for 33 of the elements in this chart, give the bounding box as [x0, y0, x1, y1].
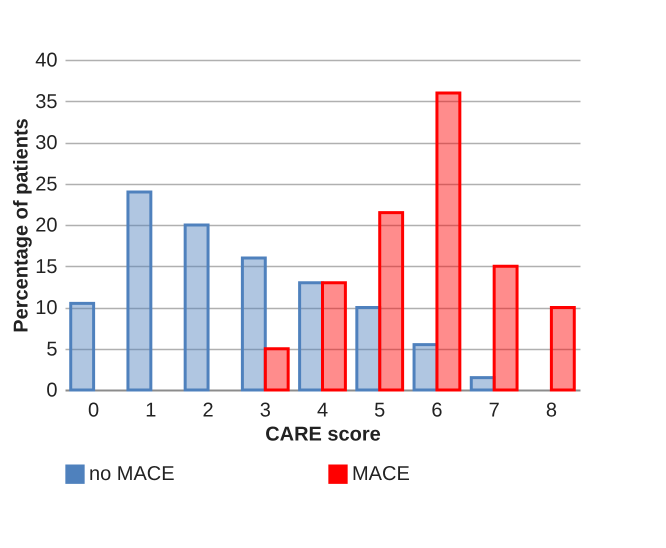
y-tick-label: 5: [46, 338, 58, 360]
y-tick-label: 30: [35, 132, 58, 154]
bar: [126, 190, 152, 392]
legend-label: MACE: [352, 463, 410, 486]
bar: [435, 92, 462, 392]
bar: [492, 264, 519, 392]
bar: [264, 347, 290, 392]
bar: [240, 256, 267, 392]
y-tick-label: 35: [35, 90, 58, 113]
legend-label: no MACE: [89, 463, 175, 486]
x-tick-label: 3: [260, 400, 271, 422]
x-axis-title: CARE score: [265, 424, 381, 446]
bar: [550, 306, 576, 392]
x-tick-label: 2: [202, 400, 214, 422]
x-tick-label: 5: [374, 400, 386, 422]
x-tick-label: 4: [316, 400, 328, 422]
bar: [378, 211, 404, 392]
x-tick-label: 0: [88, 400, 100, 422]
x-tick-label: 6: [431, 400, 443, 422]
bar: [412, 343, 438, 392]
x-tick-label: 1: [145, 400, 156, 422]
y-tick-label: 0: [46, 380, 58, 402]
y-tick-label: 15: [35, 256, 58, 278]
y-tick-label: 40: [35, 50, 58, 72]
x-tick-label: 8: [546, 400, 557, 422]
x-tick-label: 7: [488, 400, 500, 422]
bar: [184, 224, 210, 392]
y-axis-title: Percentage of patients: [10, 118, 32, 333]
bar: [69, 302, 96, 392]
bar: [321, 281, 347, 392]
y-tick-label: 10: [35, 297, 58, 319]
y-tick-label: 25: [35, 173, 58, 196]
y-tick-label: 20: [35, 214, 58, 236]
